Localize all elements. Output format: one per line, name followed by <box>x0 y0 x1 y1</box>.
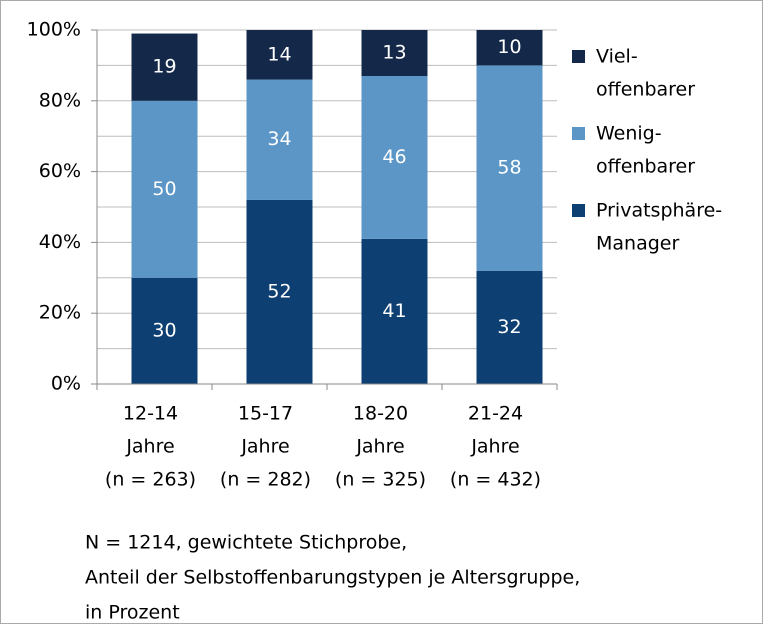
x-tick-label: 15-17 <box>238 403 293 425</box>
bar-segment <box>131 33 198 101</box>
legend-label: Privatsphäre- <box>596 200 722 222</box>
x-tick-label: (n = 263) <box>105 469 196 491</box>
bar-segment <box>361 30 428 77</box>
y-tick-label: 60% <box>39 160 81 182</box>
x-tick-label: (n = 282) <box>220 469 311 491</box>
legend-swatch <box>572 50 585 63</box>
x-tick-label: Jahre <box>240 436 289 458</box>
y-tick-label: 0% <box>51 373 81 395</box>
x-tick-label: Jahre <box>470 436 519 458</box>
x-tick-label: Jahre <box>125 436 174 458</box>
bar-segment <box>246 199 313 384</box>
bar-segment <box>476 65 543 271</box>
data-label: 32 <box>497 316 521 338</box>
data-label: 34 <box>267 128 291 150</box>
data-label: 10 <box>497 36 521 58</box>
x-tick-label: 12-14 <box>123 403 178 425</box>
bar-segment <box>131 277 198 384</box>
legend-label: Wenig- <box>596 123 662 145</box>
y-tick-label: 100% <box>27 19 81 41</box>
x-tick-label: 21-24 <box>468 403 523 425</box>
x-tick-label: (n = 325) <box>335 469 426 491</box>
bar-segment <box>246 79 313 200</box>
y-tick-label: 40% <box>39 231 81 253</box>
bar-segment <box>361 76 428 239</box>
note: Anteil der Selbstoffenbarungstypen je Al… <box>85 567 580 589</box>
x-tick-label: Jahre <box>355 436 404 458</box>
legend-label: Viel- <box>596 46 638 68</box>
note: in Prozent <box>85 602 180 624</box>
y-tick-label: 20% <box>39 302 81 324</box>
bar-segment <box>246 30 313 80</box>
data-label: 41 <box>382 300 406 322</box>
legend-swatch <box>572 204 585 217</box>
legend-label: Manager <box>596 233 679 255</box>
data-label: 52 <box>267 280 291 302</box>
data-label: 30 <box>152 319 176 341</box>
bar-segment <box>361 238 428 384</box>
data-label: 13 <box>382 42 406 64</box>
legend-label: offenbarer <box>596 156 695 178</box>
data-label: 19 <box>152 56 176 78</box>
bar-segment <box>131 100 198 278</box>
data-label: 14 <box>267 43 291 65</box>
data-label: 46 <box>382 146 406 168</box>
bar-segment <box>476 270 543 384</box>
bar-segment <box>476 30 543 66</box>
data-label: 50 <box>152 178 176 200</box>
legend-swatch <box>572 127 585 140</box>
note: N = 1214, gewichtete Stichprobe, <box>85 532 407 554</box>
legend-label: offenbarer <box>596 79 695 101</box>
data-label: 58 <box>497 157 521 179</box>
x-tick-label: 18-20 <box>353 403 408 425</box>
x-tick-label: (n = 432) <box>450 469 541 491</box>
y-tick-label: 80% <box>39 89 81 111</box>
